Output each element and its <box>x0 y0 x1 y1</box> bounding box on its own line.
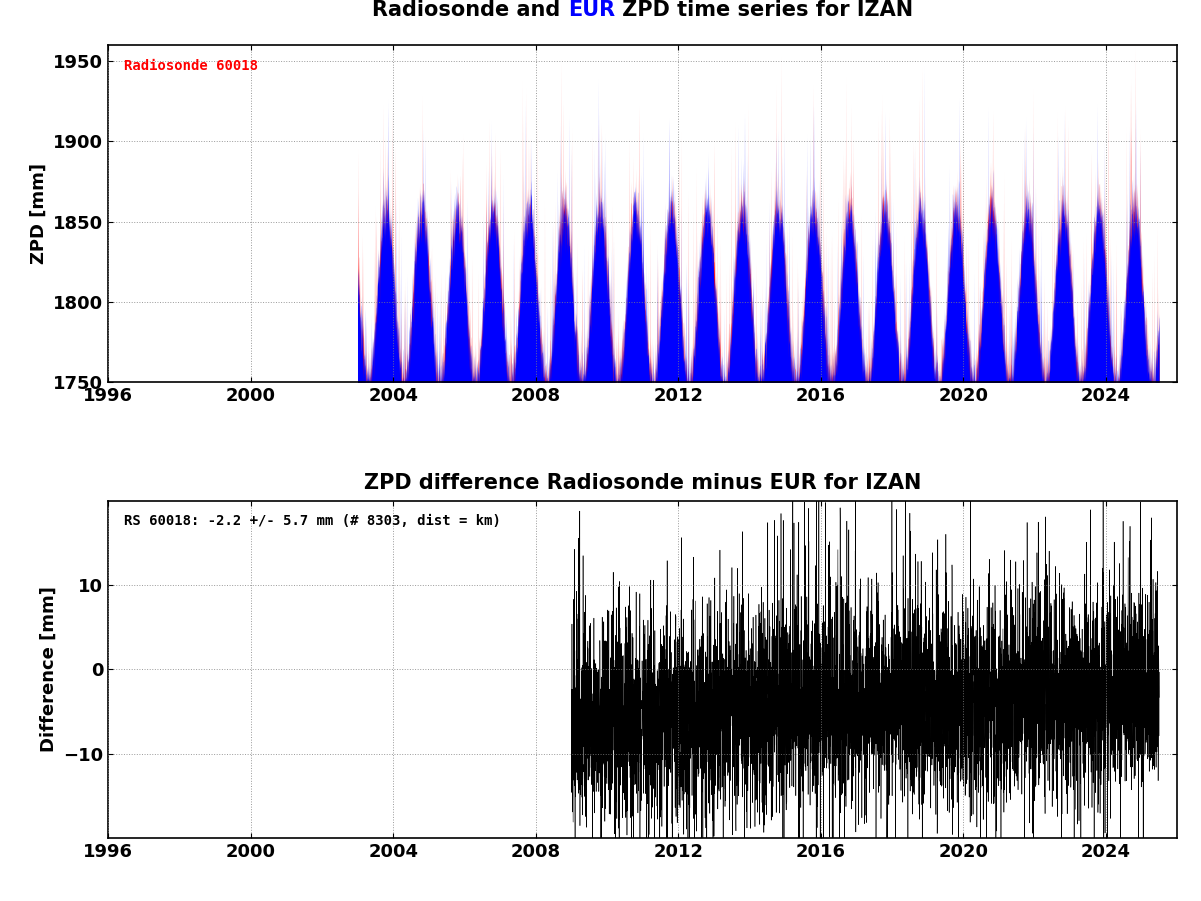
Text: ZPD time series for IZAN: ZPD time series for IZAN <box>615 0 913 20</box>
Y-axis label: Difference [mm]: Difference [mm] <box>40 587 58 752</box>
Text: Radiosonde 60018: Radiosonde 60018 <box>124 59 258 73</box>
Text: RS 60018: -2.2 +/- 5.7 mm (# 8303, dist = km): RS 60018: -2.2 +/- 5.7 mm (# 8303, dist … <box>124 514 501 528</box>
Title: ZPD difference Radiosonde minus EUR for IZAN: ZPD difference Radiosonde minus EUR for … <box>364 473 921 494</box>
Text: EUR: EUR <box>568 0 615 20</box>
Y-axis label: ZPD [mm]: ZPD [mm] <box>30 163 48 264</box>
Text: Radiosonde and: Radiosonde and <box>372 0 568 20</box>
